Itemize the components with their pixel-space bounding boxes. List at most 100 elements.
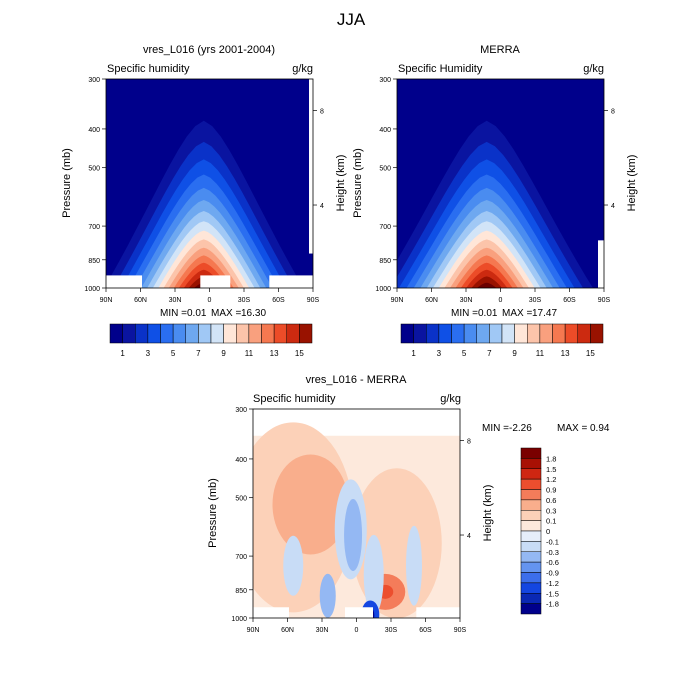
y-tick-label: 700 [379,224,391,231]
colorbar-box [489,323,503,344]
y-tick-label: 400 [379,127,391,134]
x-tick-label: 60S [563,297,576,304]
panel-diff-ylabel: Pressure (mb) [207,478,219,548]
colorbar-box [552,323,566,344]
panel-diff-max-label: MAX = [557,423,587,434]
panel-obs-ylabel: Pressure (mb) [352,148,364,218]
diff-positive-band [272,454,349,555]
panel-diff-units: g/kg [440,393,461,405]
colorbar-label: 1.8 [546,454,556,463]
panel-model-max-value: 16.30 [241,308,266,319]
x-tick-label: 60N [281,627,294,634]
colorbar-box [198,323,212,344]
colorbar-label: 13 [561,349,570,358]
colorbar-box [451,323,465,344]
colorbar-label: 13 [270,349,279,358]
y-tick-label: 500 [379,166,391,173]
y-tick-label: 850 [379,258,391,265]
diff-negative-band [319,573,336,618]
colorbar-box [577,323,591,344]
colorbar-label: -0.6 [546,558,559,567]
y-tick-label: 700 [88,224,100,231]
colorbar-box [299,323,313,344]
colorbar-box [520,603,542,615]
y2-tick-label: 4 [611,203,615,210]
colorbar-label: 1 [411,349,416,358]
colorbar-label: 5 [171,349,176,358]
panel-model: vres_L016 (yrs 2001-2004) Specific humid… [61,44,347,358]
colorbar-box [413,323,427,344]
humidity-contour-band [471,276,502,288]
colorbar-label: -0.1 [546,537,559,546]
surface-mask [253,607,289,618]
colorbar-box [273,323,287,344]
panel-diff-colorbar: 1.81.51.20.90.60.30.10-0.1-0.3-0.6-0.9-1… [520,447,559,615]
x-tick-label: 60S [272,297,285,304]
colorbar-box [236,323,250,344]
colorbar-label: 9 [221,349,226,358]
colorbar-box [564,323,578,344]
colorbar-box [520,468,542,480]
colorbar-box [520,489,542,501]
colorbar-label: -0.3 [546,548,559,557]
colorbar-label: 1.5 [546,465,556,474]
colorbar-box [520,458,542,469]
colorbar-box [160,323,174,344]
diff-negative-band [363,534,384,615]
colorbar-label: 11 [245,349,254,358]
y-tick-label: 500 [235,496,247,503]
panel-model-title: vres_L016 (yrs 2001-2004) [143,44,275,56]
panel-obs-min-value: 0.01 [478,308,498,319]
colorbar-box [147,323,161,344]
y2-tick-label: 8 [611,109,615,116]
colorbar-box [590,323,604,344]
colorbar-label: 0.6 [546,496,556,505]
colorbar-box [520,499,542,511]
colorbar-label: -1.5 [546,589,559,598]
panel-diff-max-value: 0.94 [590,423,610,434]
colorbar-label: 3 [437,349,442,358]
colorbar-label: 1.2 [546,475,556,484]
x-tick-label: 30S [529,297,542,304]
colorbar-label: -1.2 [546,579,559,588]
colorbar-box [514,323,528,344]
humidity-contour-band [477,282,497,288]
y-tick-label: 500 [88,166,100,173]
x-tick-label: 90S [307,297,320,304]
y2-tick-label: 4 [467,533,471,540]
colorbar-label: 0.1 [546,517,556,526]
y-tick-label: 400 [235,457,247,464]
y2-tick-label: 8 [467,439,471,446]
y-tick-label: 1000 [84,286,100,293]
panel-obs-title: MERRA [480,44,520,56]
panel-model-min-label: MIN = [160,308,187,319]
y-tick-label: 850 [88,258,100,265]
colorbar-box [520,520,542,532]
colorbar-label: 1 [120,349,125,358]
colorbar-box [520,551,542,563]
colorbar-box [520,447,542,459]
x-tick-label: 90N [100,297,113,304]
colorbar-box [223,323,237,344]
colorbar-box [476,323,490,344]
panel-diff-left-label: Specific humidity [253,393,336,405]
x-tick-label: 30S [238,297,251,304]
panel-model-colorbar: 1 3 5 7 9 11 13 15 [109,323,313,358]
diff-negative-band [344,499,363,572]
panel-diff-min-label: MIN = [482,423,509,434]
x-tick-label: 90N [391,297,404,304]
x-tick-label: 60N [425,297,438,304]
x-tick-label: 0 [208,297,212,304]
colorbar-box [520,593,542,604]
x-tick-label: 60N [134,297,147,304]
panel-model-max-label: MAX = [211,308,241,319]
colorbar-label: 0 [546,527,550,536]
figure-title: JJA [337,10,366,29]
x-tick-label: 90S [598,297,611,304]
panel-obs-contours [397,120,604,288]
surface-mask [416,607,460,618]
